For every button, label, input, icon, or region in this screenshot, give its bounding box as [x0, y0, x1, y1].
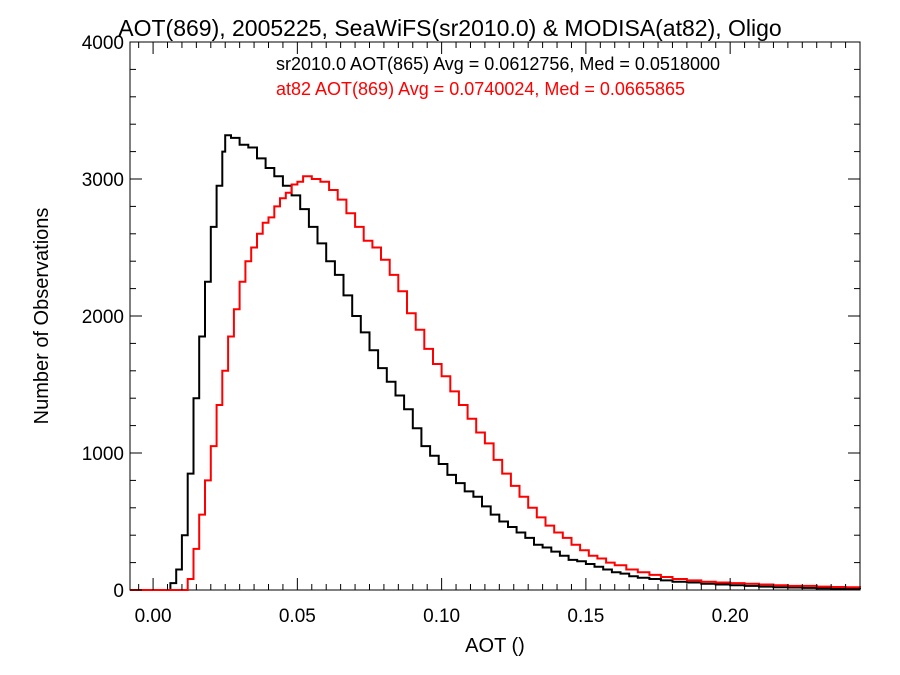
x-tick-label: 0.10 — [423, 606, 460, 627]
x-tick-label: 0.15 — [567, 606, 604, 627]
annotation-at82: at82 AOT(869) Avg = 0.0740024, Med = 0.0… — [276, 79, 685, 99]
x-tick-label: 0.00 — [135, 606, 172, 627]
annotation-sr2010: sr2010.0 AOT(865) Avg = 0.0612756, Med =… — [276, 54, 720, 74]
y-tick-label: 4000 — [82, 33, 124, 54]
x-tick-label: 0.05 — [279, 606, 316, 627]
plot-frame — [129, 41, 861, 591]
y-tick-label: 0 — [113, 581, 124, 602]
series-layer — [130, 134, 861, 591]
series-line-at82 — [130, 175, 861, 591]
y-axis-label: Number of Observations — [31, 208, 53, 425]
x-axis-label: AOT () — [465, 635, 525, 657]
y-tick-label: 2000 — [82, 307, 124, 328]
x-tick-label: 0.20 — [712, 606, 749, 627]
y-tick-label: 3000 — [82, 170, 124, 191]
series-line-sr2010-0 — [130, 134, 861, 591]
chart-title: AOT(869), 2005225, SeaWiFS(sr2010.0) & M… — [118, 15, 781, 41]
axis-ticks: 0.00 0.05 0.10 0.15 0.20 0 1000 2000 3000 4000 — [82, 33, 861, 627]
y-tick-label: 1000 — [82, 444, 124, 465]
